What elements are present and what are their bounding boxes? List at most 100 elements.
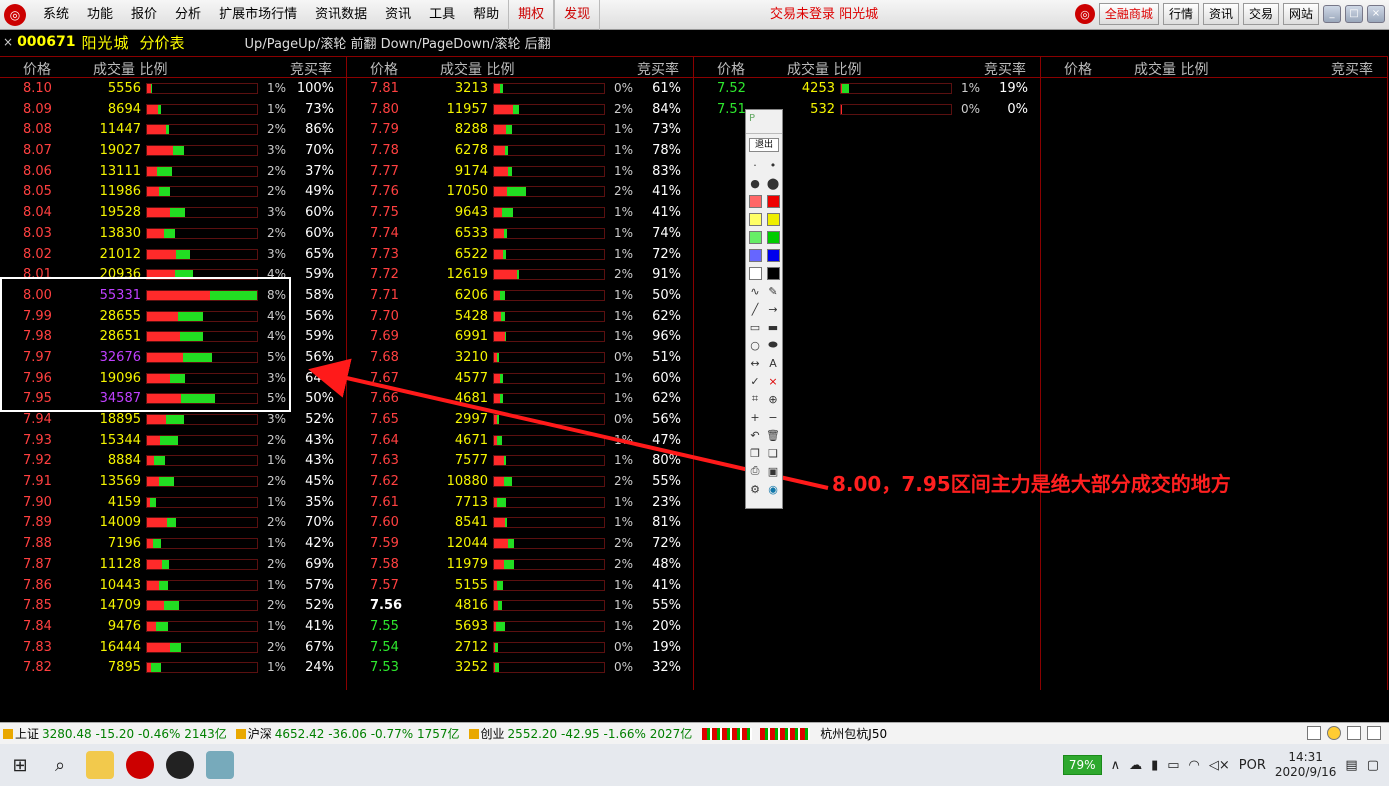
notes-icon[interactable]: ▤: [1345, 757, 1358, 773]
table-row[interactable]: 7.68 3210 0% 51%: [347, 347, 693, 368]
table-row[interactable]: 7.91 13569 2% 45%: [0, 471, 346, 492]
print-icon[interactable]: ⎙: [750, 464, 760, 477]
table-row[interactable]: 7.53 3252 0% 32%: [347, 657, 693, 678]
plus-icon[interactable]: +: [750, 410, 760, 424]
paste-icon[interactable]: ❏: [768, 446, 778, 460]
cloud-icon[interactable]: ☁: [1129, 757, 1143, 773]
table-row[interactable]: 8.08 11447 2% 86%: [0, 119, 346, 140]
crop-icon[interactable]: ⌗: [751, 392, 759, 405]
table-row[interactable]: 7.72 12619 2% 91%: [347, 264, 693, 285]
menu-item[interactable]: 功能: [87, 6, 114, 22]
table-row[interactable]: 7.84 9476 1% 41%: [0, 616, 346, 637]
color-lightgreen-swatch[interactable]: [748, 230, 762, 244]
settings-icon[interactable]: ⚙: [750, 482, 760, 496]
table-row[interactable]: 7.85 14709 2% 52%: [0, 595, 346, 616]
mall-logo-icon[interactable]: ◎: [1074, 4, 1095, 24]
table-row[interactable]: 8.00 55331 8% 58%: [0, 285, 346, 306]
color-yellow-swatch[interactable]: [766, 212, 780, 226]
index-name[interactable]: 上证: [15, 727, 40, 741]
toolbar-button[interactable]: 网站: [1282, 3, 1319, 25]
toolbar-button[interactable]: 行情: [1162, 3, 1199, 25]
table-row[interactable]: 7.66 4681 1% 62%: [347, 388, 693, 409]
line-icon[interactable]: ╱: [751, 302, 759, 316]
undo-icon[interactable]: ↶: [750, 428, 760, 442]
minimize-icon[interactable]: _: [1323, 5, 1341, 23]
table-row[interactable]: 7.76 17050 2% 41%: [347, 181, 693, 202]
help-icon[interactable]: [1367, 726, 1381, 740]
color-red-swatch[interactable]: [766, 194, 780, 208]
table-row[interactable]: 7.86 10443 1% 57%: [0, 575, 346, 596]
arrow-tool-icon[interactable]: →: [768, 302, 778, 316]
table-row[interactable]: 8.05 11986 2% 49%: [0, 181, 346, 202]
windows-start-icon[interactable]: ⊞: [12, 754, 28, 776]
table-row[interactable]: 7.67 4577 1% 60%: [347, 368, 693, 389]
pencil-icon[interactable]: ✎: [768, 284, 778, 298]
menu-item[interactable]: 资讯数据: [315, 6, 368, 22]
table-row[interactable]: 7.73 6522 1% 72%: [347, 244, 693, 265]
usb-icon[interactable]: ▮: [1151, 757, 1159, 773]
table-row[interactable]: 7.58 11979 2% 48%: [347, 554, 693, 575]
drawbar-exit-button[interactable]: 退出: [749, 138, 779, 152]
globe-icon[interactable]: ◉: [768, 482, 778, 496]
double-arrow-icon[interactable]: ↔: [750, 356, 760, 370]
table-row[interactable]: 7.52 4253 1% 19%: [694, 78, 1040, 99]
color-lightred-swatch[interactable]: [748, 194, 762, 208]
ticker-hz-label[interactable]: 杭州包杭J50: [820, 727, 888, 741]
table-row[interactable]: 7.51 532 0% 0%: [694, 99, 1040, 120]
close-view-icon[interactable]: ×: [3, 35, 14, 49]
cross-icon[interactable]: ×: [768, 374, 778, 388]
menu-item[interactable]: 扩展市场行情: [219, 6, 298, 22]
minus-icon[interactable]: −: [768, 410, 778, 424]
table-row[interactable]: 7.82 7895 1% 24%: [0, 657, 346, 678]
zoom-icon[interactable]: ⊕: [768, 392, 778, 406]
search-icon[interactable]: ⌕: [54, 754, 66, 776]
check-icon[interactable]: ✓: [750, 374, 760, 388]
dot-large-icon[interactable]: ●: [750, 176, 760, 190]
maximize-icon[interactable]: □: [1345, 5, 1363, 23]
table-row[interactable]: 8.06 13111 2% 37%: [0, 161, 346, 182]
table-row[interactable]: 7.83 16444 2% 67%: [0, 637, 346, 658]
table-row[interactable]: 7.75 9643 1% 41%: [347, 202, 693, 223]
menu-item[interactable]: 工具: [429, 6, 456, 22]
table-row[interactable]: 7.77 9174 1% 83%: [347, 161, 693, 182]
menu-item[interactable]: 分析: [175, 6, 202, 22]
text-tool-icon[interactable]: A: [769, 356, 777, 370]
table-row[interactable]: 8.04 19528 3% 60%: [0, 202, 346, 223]
color-blue-swatch[interactable]: [766, 248, 780, 262]
table-row[interactable]: 7.92 8884 1% 43%: [0, 450, 346, 471]
toolbar-button[interactable]: 资讯: [1202, 3, 1239, 25]
filled-rectangle-icon[interactable]: ▬: [767, 320, 779, 334]
menu-item[interactable]: 帮助: [473, 6, 500, 22]
rectangle-icon[interactable]: ▭: [749, 320, 761, 334]
menu-item[interactable]: 资讯: [385, 6, 412, 22]
table-row[interactable]: 7.87 11128 2% 69%: [0, 554, 346, 575]
table-row[interactable]: 7.60 8541 1% 81%: [347, 512, 693, 533]
table-row[interactable]: 7.57 5155 1% 41%: [347, 575, 693, 596]
table-row[interactable]: 7.88 7196 1% 42%: [0, 533, 346, 554]
table-row[interactable]: 8.09 8694 1% 73%: [0, 99, 346, 120]
dot-small-icon[interactable]: ·: [753, 158, 757, 172]
dot-medium-icon[interactable]: •: [769, 158, 777, 172]
obs-icon[interactable]: [160, 744, 200, 786]
dot-xlarge-icon[interactable]: ⬤: [766, 176, 780, 190]
freehand-icon[interactable]: ∿: [750, 284, 760, 298]
paint-app-icon[interactable]: [200, 744, 240, 786]
table-row[interactable]: 7.70 5428 1% 62%: [347, 306, 693, 327]
battery-icon[interactable]: ▭: [1167, 757, 1180, 773]
table-row[interactable]: 7.79 8288 1% 73%: [347, 119, 693, 140]
color-white-swatch[interactable]: [748, 266, 762, 280]
table-row[interactable]: 7.94 18895 3% 52%: [0, 409, 346, 430]
table-row[interactable]: 7.71 6206 1% 50%: [347, 285, 693, 306]
menu-item[interactable]: 报价: [131, 6, 158, 22]
index-name[interactable]: 沪深: [247, 727, 272, 741]
close-icon[interactable]: ×: [1367, 5, 1385, 23]
chevron-up-icon[interactable]: ∧: [1110, 757, 1121, 773]
table-row[interactable]: 7.63 7577 1% 80%: [347, 450, 693, 471]
filled-ellipse-icon[interactable]: ⬬: [768, 338, 778, 351]
table-row[interactable]: 8.07 19027 3% 70%: [0, 140, 346, 161]
menu-item-highlight[interactable]: 发现: [554, 0, 601, 30]
table-row[interactable]: 8.02 21012 3% 65%: [0, 244, 346, 265]
table-row[interactable]: 7.59 12044 2% 72%: [347, 533, 693, 554]
toolbar-button[interactable]: 全融商城: [1098, 3, 1159, 25]
status-icon[interactable]: [1327, 726, 1341, 740]
